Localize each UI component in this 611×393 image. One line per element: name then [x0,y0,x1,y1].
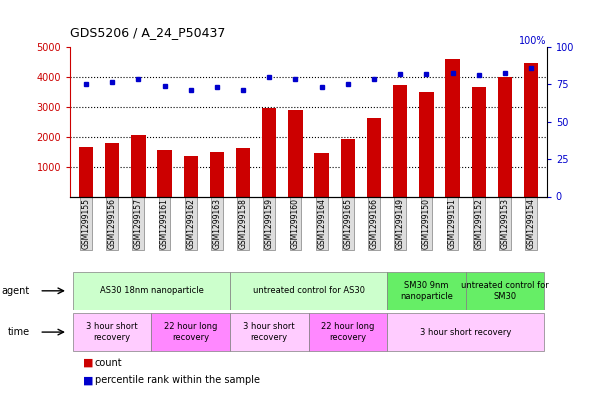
Text: time: time [7,327,30,337]
Bar [393,85,408,196]
Bar [341,139,355,196]
Bar [367,118,381,196]
Text: untreated control for AS30: untreated control for AS30 [252,286,365,295]
Bar [288,110,302,196]
FancyBboxPatch shape [230,313,309,351]
FancyBboxPatch shape [230,272,387,310]
Text: agent: agent [1,286,30,296]
Text: 3 hour short
recovery: 3 hour short recovery [243,322,295,342]
Bar [498,77,512,196]
Bar [262,108,276,196]
FancyBboxPatch shape [152,313,230,351]
Bar [183,156,198,196]
FancyBboxPatch shape [466,272,544,310]
Bar [158,150,172,196]
Bar [445,59,459,196]
FancyBboxPatch shape [387,272,466,310]
Bar [524,63,538,196]
Text: untreated control for
SM30: untreated control for SM30 [461,281,549,301]
Text: ■: ■ [82,375,93,385]
FancyBboxPatch shape [309,313,387,351]
FancyBboxPatch shape [73,313,152,351]
Bar [131,135,145,196]
Bar [472,87,486,196]
Bar [79,147,93,196]
Text: SM30 9nm
nanoparticle: SM30 9nm nanoparticle [400,281,453,301]
FancyBboxPatch shape [73,272,230,310]
Text: 3 hour short
recovery: 3 hour short recovery [86,322,138,342]
Text: 100%: 100% [519,36,547,46]
Bar [105,143,119,196]
Bar [236,147,251,196]
Bar [419,92,434,196]
Text: AS30 18nm nanoparticle: AS30 18nm nanoparticle [100,286,203,295]
Text: GDS5206 / A_24_P50437: GDS5206 / A_24_P50437 [70,26,225,39]
Text: 22 hour long
recovery: 22 hour long recovery [321,322,375,342]
Text: 22 hour long
recovery: 22 hour long recovery [164,322,218,342]
Text: percentile rank within the sample: percentile rank within the sample [95,375,260,385]
FancyBboxPatch shape [387,313,544,351]
Text: 3 hour short recovery: 3 hour short recovery [420,328,511,336]
Bar [315,152,329,196]
Text: ■: ■ [82,358,93,367]
Text: count: count [95,358,122,367]
Bar [210,152,224,196]
